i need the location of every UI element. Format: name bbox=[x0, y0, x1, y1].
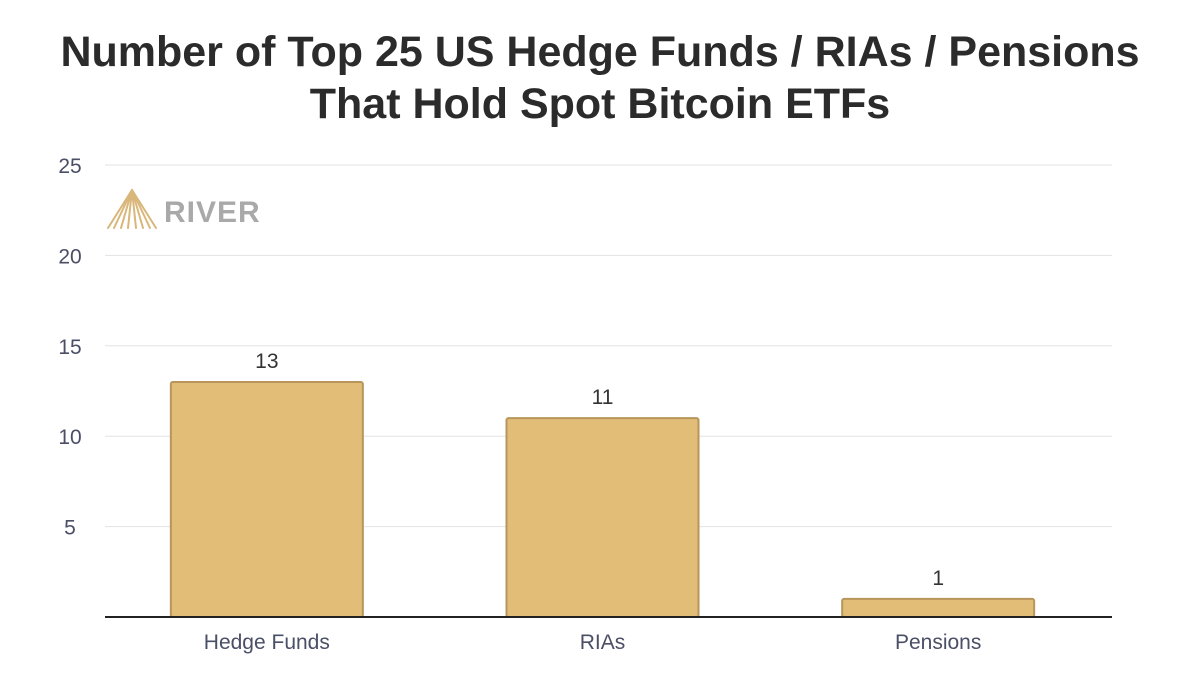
chart-title-line-1: Number of Top 25 US Hedge Funds / RIAs /… bbox=[60, 28, 1140, 76]
river-wordmark: RIVER bbox=[164, 196, 261, 229]
chart-title-line-2: That Hold Spot Bitcoin ETFs bbox=[309, 80, 891, 128]
bar-rias bbox=[505, 417, 700, 618]
data-label-rias: 11 bbox=[592, 386, 614, 409]
bar-pensions bbox=[841, 597, 1036, 618]
y-tick-label-15: 15 bbox=[58, 336, 81, 359]
x-tick-label-rias: RIAs bbox=[580, 631, 626, 654]
x-tick-label-hedge-funds: Hedge Funds bbox=[204, 631, 330, 654]
x-axis-categories: Hedge Funds RIAs Pensions bbox=[204, 631, 982, 654]
bars bbox=[169, 380, 1036, 618]
chart-title: Number of Top 25 US Hedge Funds / RIAs /… bbox=[0, 26, 1200, 130]
y-tick-label-10: 10 bbox=[58, 426, 81, 449]
river-logo: RIVER bbox=[107, 189, 261, 229]
data-label-hedge-funds: 13 bbox=[255, 350, 278, 373]
y-tick-label-5: 5 bbox=[64, 517, 76, 540]
y-axis-ticks: 5 10 15 20 25 bbox=[58, 155, 81, 540]
y-tick-label-25: 25 bbox=[58, 155, 81, 178]
y-tick-label-20: 20 bbox=[58, 245, 81, 268]
bar-hedge-funds bbox=[169, 380, 364, 618]
data-label-pensions: 1 bbox=[932, 567, 944, 590]
x-tick-label-pensions: Pensions bbox=[895, 631, 981, 654]
river-mountain-icon bbox=[107, 189, 157, 229]
